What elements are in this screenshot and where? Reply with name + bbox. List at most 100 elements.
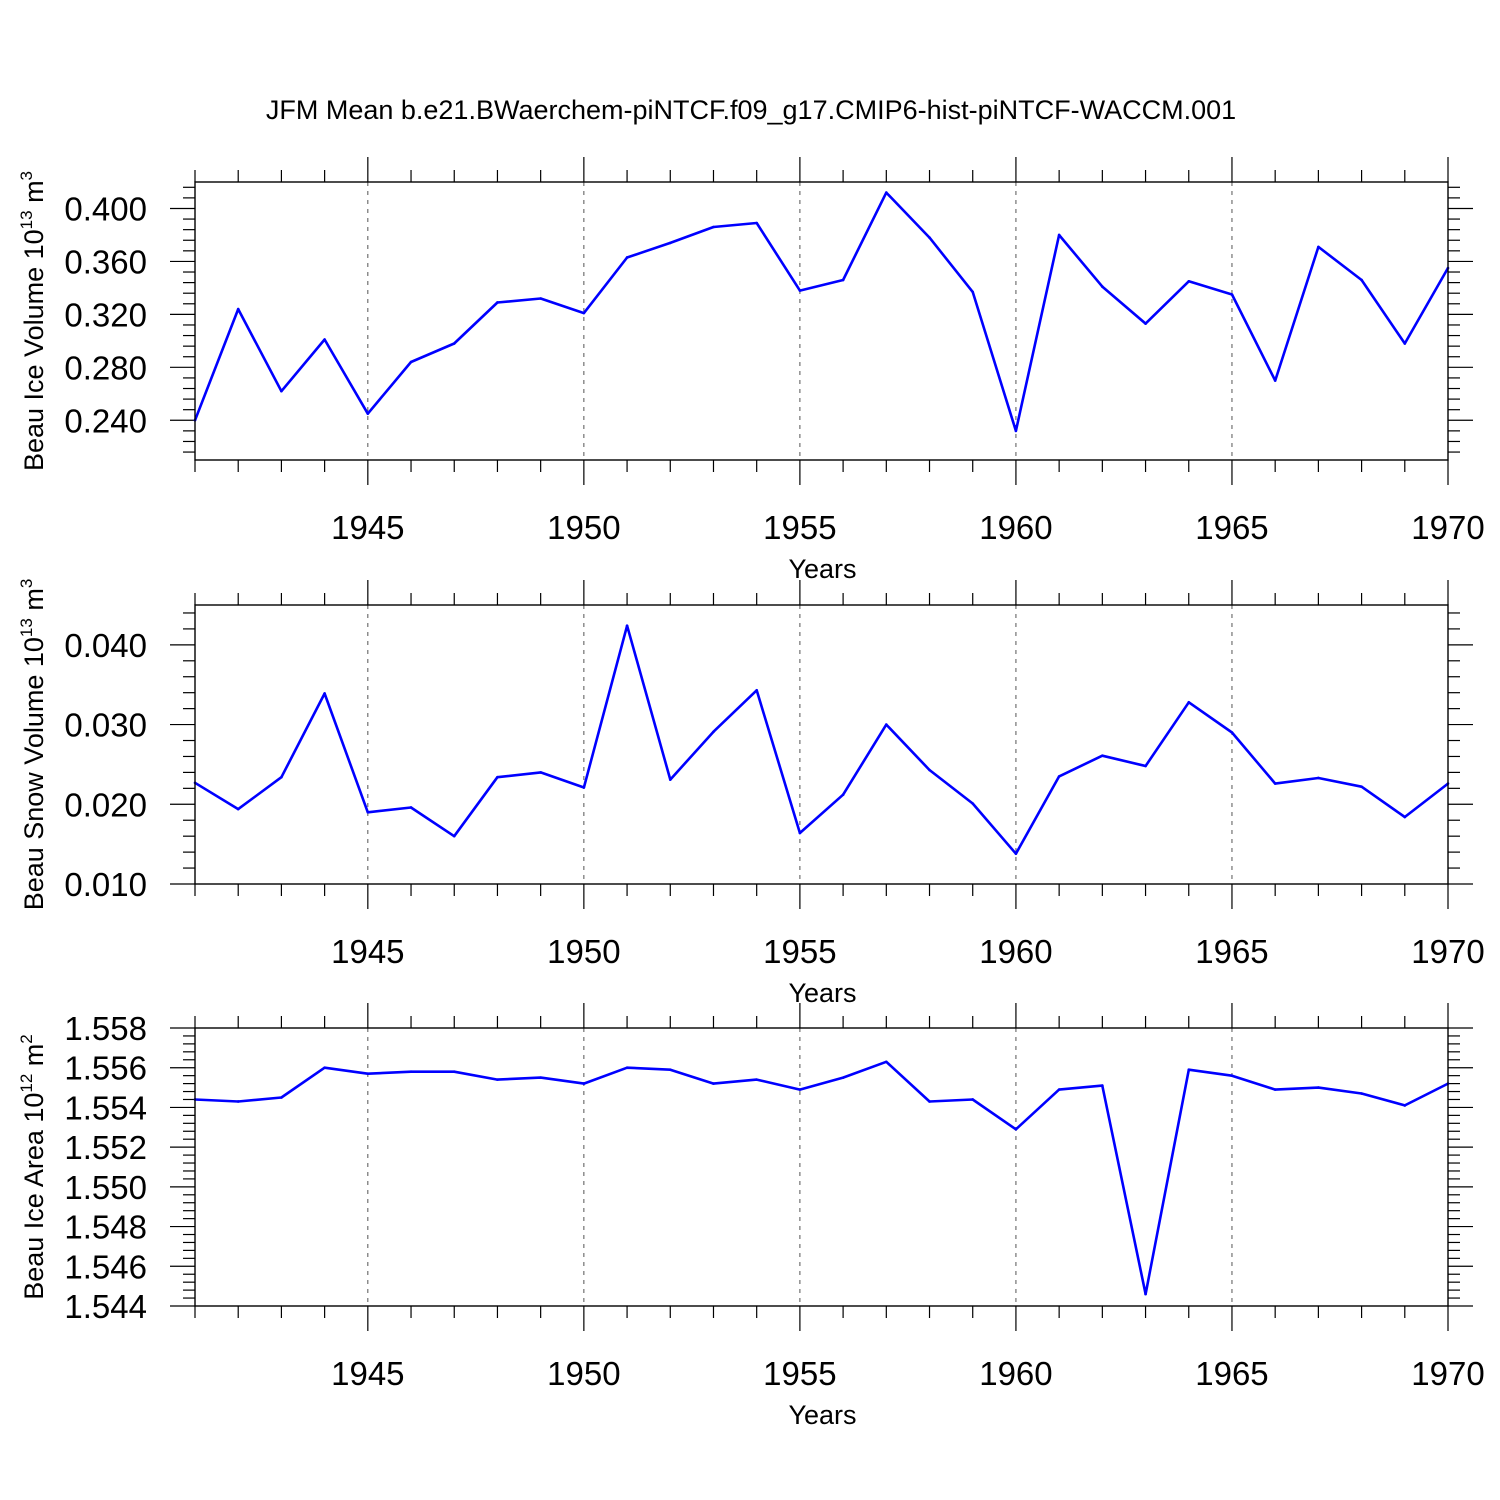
data-point bbox=[1403, 1104, 1407, 1107]
data-point bbox=[1403, 342, 1407, 345]
data-point bbox=[1144, 764, 1147, 768]
y-tick-label: 0.400 bbox=[64, 190, 147, 227]
x-tick-label: 1960 bbox=[979, 509, 1052, 546]
data-point bbox=[323, 1066, 326, 1070]
x-axis-label: Years bbox=[788, 978, 856, 1008]
data-point bbox=[1187, 700, 1191, 704]
data-point bbox=[841, 278, 845, 282]
data-point bbox=[496, 1078, 499, 1081]
data-point bbox=[625, 1066, 629, 1070]
x-tick-label: 1960 bbox=[979, 1355, 1052, 1392]
y-axis-label: Beau Ice Volume 1013 m3 bbox=[17, 171, 49, 471]
x-tick-label: 1965 bbox=[1195, 509, 1268, 546]
y-tick-label: 0.010 bbox=[64, 866, 147, 903]
data-point bbox=[1230, 1074, 1234, 1077]
x-tick-label: 1945 bbox=[331, 1355, 404, 1392]
data-point bbox=[668, 1068, 672, 1071]
data-point bbox=[1360, 785, 1363, 789]
panels: 0.240 0.280 0.320 0.360 0.400 1945 1950 1955 196… bbox=[17, 157, 1485, 1430]
x-tick-label: 1965 bbox=[1195, 1355, 1268, 1392]
data-point bbox=[712, 1082, 715, 1085]
data-point bbox=[928, 1100, 931, 1103]
x-tick-label: 1970 bbox=[1411, 1355, 1484, 1392]
x-tick-label: 1950 bbox=[547, 933, 620, 970]
data-point bbox=[236, 307, 240, 311]
figure-title: JFM Mean b.e21.BWaerchem-piNTCF.f09_g17.… bbox=[266, 95, 1236, 125]
data-point bbox=[841, 1076, 845, 1079]
data-point bbox=[1317, 1086, 1320, 1089]
chart-panel-3: 1.5441.5461.5481.5501.5521.5541.5561.558… bbox=[17, 1003, 1485, 1430]
y-tick-label: 1.550 bbox=[64, 1169, 147, 1206]
plot-frame bbox=[194, 181, 1449, 461]
data-point bbox=[582, 1082, 586, 1085]
data-point bbox=[582, 786, 586, 789]
series-line bbox=[194, 1060, 1449, 1296]
data-point bbox=[280, 775, 283, 779]
data-point bbox=[1057, 775, 1061, 778]
data-point bbox=[712, 730, 715, 734]
x-tick-label: 1945 bbox=[331, 509, 404, 546]
y-tick-label: 1.546 bbox=[64, 1248, 147, 1285]
data-point bbox=[1187, 279, 1191, 283]
data-point bbox=[323, 692, 326, 695]
x-tick-label: 1945 bbox=[331, 933, 404, 970]
data-point bbox=[452, 1070, 456, 1073]
data-point bbox=[409, 1070, 413, 1073]
x-tick-label: 1950 bbox=[547, 1355, 620, 1392]
y-tick-label: 0.020 bbox=[64, 786, 147, 823]
x-tick-label: 1955 bbox=[763, 1355, 836, 1392]
x-tick-label: 1970 bbox=[1411, 509, 1484, 546]
y-tick-label: 1.544 bbox=[64, 1288, 147, 1325]
data-point bbox=[366, 1072, 370, 1075]
data-point bbox=[668, 778, 672, 781]
data-point bbox=[1101, 1084, 1104, 1087]
data-point bbox=[496, 301, 499, 304]
data-point bbox=[1230, 731, 1234, 734]
data-point bbox=[1317, 245, 1320, 249]
data-point bbox=[755, 221, 758, 225]
y-tick-label: 1.556 bbox=[64, 1050, 147, 1087]
data-point bbox=[1360, 1092, 1363, 1095]
plot-frame bbox=[194, 1027, 1449, 1307]
data-point bbox=[1014, 1127, 1018, 1131]
data-point bbox=[539, 771, 542, 774]
data-point bbox=[712, 225, 715, 229]
data-point bbox=[1317, 776, 1320, 780]
x-tick-label: 1965 bbox=[1195, 933, 1268, 970]
data-point bbox=[971, 1098, 975, 1101]
data-point bbox=[1230, 293, 1234, 296]
data-point bbox=[971, 290, 975, 294]
data-point bbox=[323, 338, 326, 341]
data-point bbox=[452, 834, 456, 838]
data-point bbox=[971, 802, 975, 805]
y-tick-label: 1.558 bbox=[64, 1010, 147, 1047]
data-point bbox=[280, 1096, 283, 1099]
data-point bbox=[1273, 1088, 1277, 1091]
data-point bbox=[280, 389, 283, 393]
data-point bbox=[236, 807, 240, 811]
data-point bbox=[755, 688, 758, 692]
data-point bbox=[841, 793, 845, 797]
data-point bbox=[625, 256, 629, 259]
chart-panel-2: 0.010 0.020 0.030 0.040 1945 1950 1955 1960 1965… bbox=[17, 579, 1485, 1008]
data-point bbox=[1273, 782, 1277, 785]
data-point bbox=[1014, 852, 1018, 856]
data-point bbox=[1187, 1068, 1191, 1071]
data-point bbox=[1403, 815, 1407, 819]
data-point bbox=[668, 241, 672, 245]
x-tick-label: 1955 bbox=[763, 933, 836, 970]
data-point bbox=[409, 360, 413, 364]
data-point bbox=[366, 810, 370, 814]
data-point bbox=[582, 311, 586, 315]
data-point bbox=[452, 342, 456, 345]
data-point bbox=[1273, 379, 1277, 382]
x-axis-label: Years bbox=[788, 554, 856, 584]
y-tick-label: 1.554 bbox=[64, 1089, 147, 1126]
data-point bbox=[885, 1060, 888, 1064]
x-axis-label: Years bbox=[788, 1400, 856, 1430]
data-point bbox=[928, 236, 931, 239]
y-tick-label: 1.552 bbox=[64, 1129, 147, 1166]
data-point bbox=[409, 806, 413, 809]
data-point bbox=[798, 289, 802, 292]
